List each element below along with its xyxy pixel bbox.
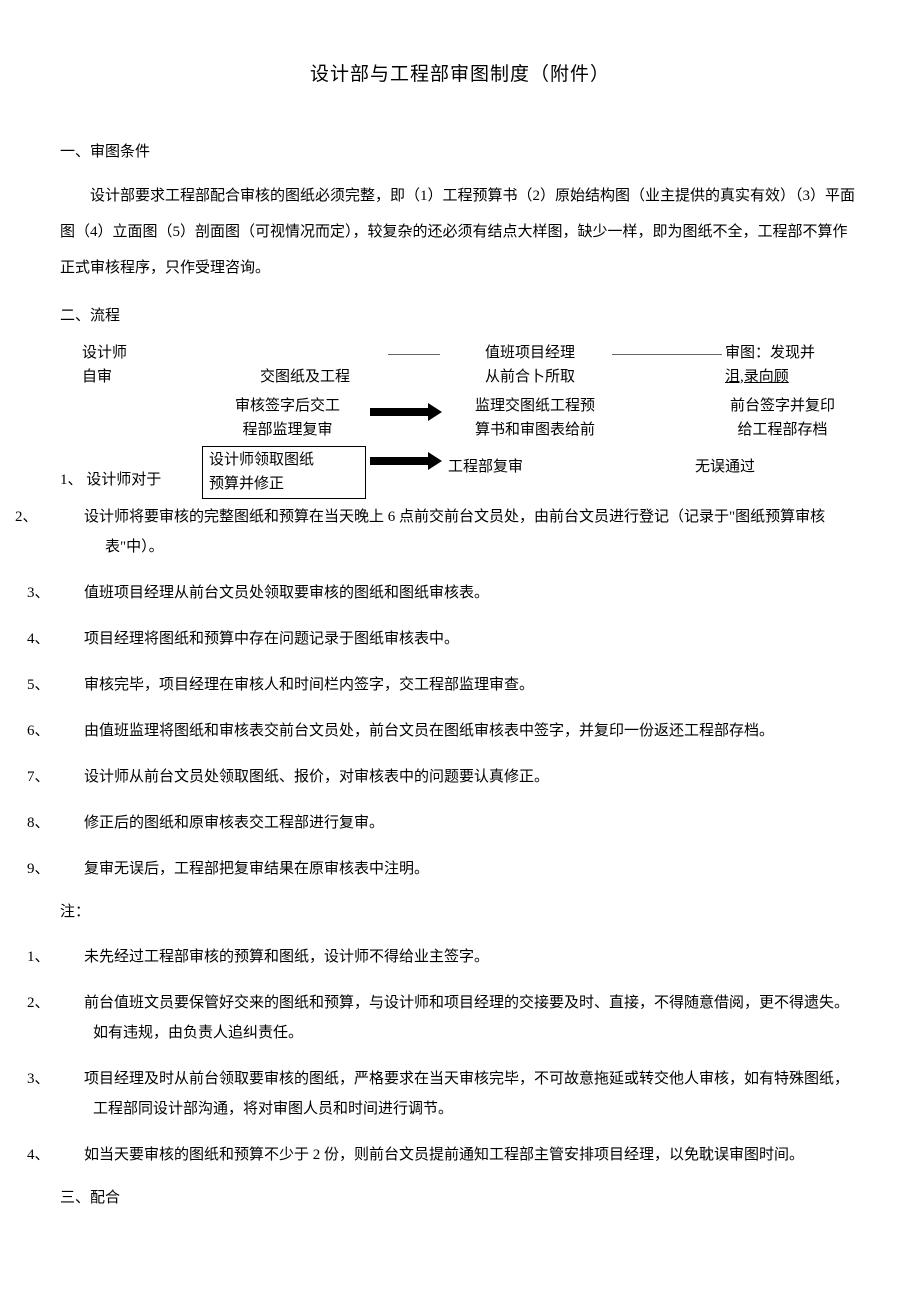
process-step: 5、 审核完毕，项目经理在审核人和时间栏内签字，交工程部监理审查。 (60, 670, 860, 700)
process-step: 6、 由值班监理将图纸和审核表交前台文员处，前台文员在图纸审核表中签字，并复印一… (60, 716, 860, 746)
flow-node-sign-submit: 审核签字后交工 程部监理复审 (205, 395, 370, 442)
step-text: 审核完毕，项目经理在审核人和时间栏内签字，交工程部监理审查。 (84, 677, 534, 693)
section-1-paragraph: 设计部要求工程部配合审核的图纸必须完整，即（1）工程预算书（2）原始结构图（业主… (60, 178, 860, 286)
note-text: 项目经理及时从前台领取要审核的图纸，严格要求在当天审核完毕，不可故意拖延或转交他… (84, 1071, 849, 1117)
flow-node-review-main: 审图：发现并 (725, 345, 815, 361)
step-text: 修正后的图纸和原审核表交工程部进行复审。 (84, 815, 384, 831)
step-number: 8、 (60, 808, 84, 838)
note-item: 3、项目经理及时从前台领取要审核的图纸，严格要求在当天审核完毕，不可故意拖延或转… (60, 1064, 860, 1124)
flow-connector-line-2 (612, 354, 722, 355)
flow-node-review-under: 沮,录向顾 (725, 369, 789, 385)
arrow-right-icon (370, 405, 442, 419)
note-text: 未先经过工程部审核的预算和图纸，设计师不得给业主签字。 (84, 949, 489, 965)
process-step: 8、 修正后的图纸和原审核表交工程部进行复审。 (60, 808, 860, 838)
step-number: 6、 (60, 716, 84, 746)
note-text: 前台值班文员要保管好交来的图纸和预算，与设计师和项目经理的交接要及时、直接，不得… (84, 995, 849, 1041)
note-item: 1、未先经过工程部审核的预算和图纸，设计师不得给业主签字。 (60, 942, 860, 972)
step-text: 由值班监理将图纸和审核表交前台文员处，前台文员在图纸审核表中签字，并复印一份返还… (84, 723, 774, 739)
note-number: 2、 (60, 988, 84, 1018)
note-item: 2、前台值班文员要保管好交来的图纸和预算，与设计师和项目经理的交接要及时、直接，… (60, 988, 860, 1048)
flow-node-designer-revise: 设计师领取图纸 预算并修正 (202, 446, 366, 499)
step-number: 2、 (60, 502, 84, 532)
step-number: 5、 (60, 670, 84, 700)
flow-node-submit-line1: 交图纸及工程 (260, 369, 350, 385)
flow-node-supervisor-deliver: 监理交图纸工程预 算书和审图表给前 (445, 395, 625, 442)
step-text: 值班项目经理从前台文员处领取要审核的图纸和图纸审核表。 (84, 585, 489, 601)
flow-node-eng-recheck: 工程部复审 (448, 456, 568, 479)
step-number: 7、 (60, 762, 84, 792)
note-text: 如当天要审核的图纸和预算不少于 2 份，则前台文员提前通知工程部主管安排项目经理… (84, 1147, 804, 1163)
document-title: 设计部与工程部审图制度（附件） (60, 60, 860, 90)
step-number: 9、 (60, 854, 84, 884)
process-step: 2、 设计师将要审核的完整图纸和预算在当天晚上 6 点前交前台文员处，由前台文员… (60, 502, 860, 562)
step-text: 设计师从前台文员处领取图纸、报价，对审核表中的问题要认真修正。 (84, 769, 549, 785)
flow-node-front-sign-copy: 前台签字并复印 给工程部存档 (700, 395, 865, 442)
flow-node-pm-pickup: 值班项目经理 从前合卜所取 (445, 342, 615, 389)
step-text: 项目经理将图纸和预算中存在问题记录于图纸审核表中。 (84, 631, 459, 647)
flow-node-review-find: 审图：发现并 沮,录向顾 (725, 342, 865, 389)
section-1-heading: 一、审图条件 (60, 140, 860, 164)
flow-connector-line (388, 354, 440, 355)
note-item: 4、如当天要审核的图纸和预算不少于 2 份，则前台文员提前通知工程部主管安排项目… (60, 1140, 860, 1170)
flow-list-item-1-fragment: 1、 设计师对于 (60, 468, 161, 492)
section-2-heading: 二、流程 (60, 304, 860, 328)
step-text: 设计师将要审核的完整图纸和预算在当天晚上 6 点前交前台文员处，由前台文员进行登… (84, 509, 825, 555)
notes-heading: 注： (60, 900, 860, 924)
process-step: 9、 复审无误后，工程部把复审结果在原审核表中注明。 (60, 854, 860, 884)
note-number: 4、 (60, 1140, 84, 1170)
process-flowchart: 设计师 自审 交图纸及工程 预算书到前台 值班项目经理 从前合卜所取 审图：发现… (60, 342, 860, 492)
notes-list: 1、未先经过工程部审核的预算和图纸，设计师不得给业主签字。 2、前台值班文员要保管… (60, 942, 860, 1170)
step-number: 3、 (60, 578, 84, 608)
note-number: 3、 (60, 1064, 84, 1094)
flow-node-designer-selfcheck: 设计师 自审 (82, 342, 172, 389)
process-step: 4、 项目经理将图纸和预算中存在问题记录于图纸审核表中。 (60, 624, 860, 654)
step-text: 复审无误后，工程部把复审结果在原审核表中注明。 (84, 861, 429, 877)
step-number: 4、 (60, 624, 84, 654)
flow-node-pass: 无误通过 (695, 456, 815, 479)
process-step: 3、 值班项目经理从前台文员处领取要审核的图纸和图纸审核表。 (60, 578, 860, 608)
note-number: 1、 (60, 942, 84, 972)
process-list: 2、 设计师将要审核的完整图纸和预算在当天晚上 6 点前交前台文员处，由前台文员… (60, 502, 860, 884)
arrow-right-icon-2 (370, 454, 442, 468)
process-step: 7、 设计师从前台文员处领取图纸、报价，对审核表中的问题要认真修正。 (60, 762, 860, 792)
section-3-heading: 三、配合 (60, 1186, 860, 1210)
